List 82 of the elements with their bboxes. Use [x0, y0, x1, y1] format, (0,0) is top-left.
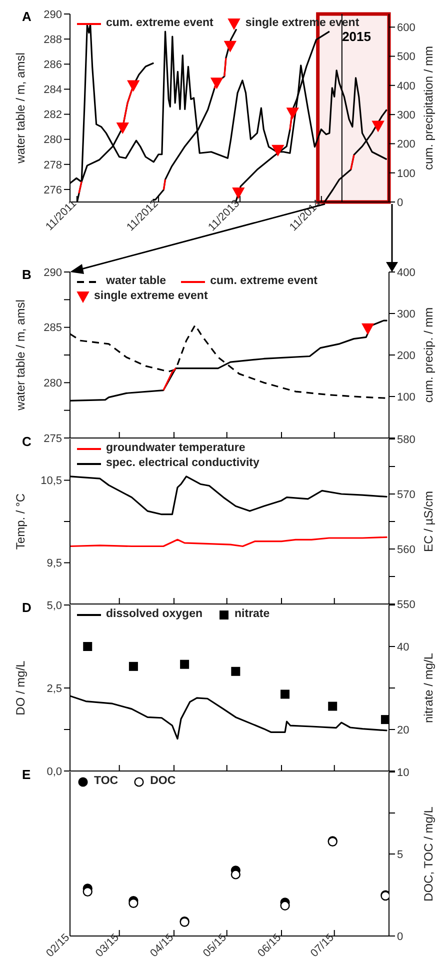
point: [180, 660, 190, 669]
y2-tick-label: 0: [397, 930, 404, 943]
y2-tick-label: 100: [397, 391, 416, 404]
y2-tick-label: 10: [397, 766, 410, 779]
chart-title: B: [22, 267, 32, 282]
chart-title: D: [22, 600, 32, 615]
y2-tick-label: 40: [397, 641, 410, 654]
y2-tick-label: 20: [397, 724, 410, 736]
y-tick-label: 285: [44, 322, 62, 334]
y-tick-label: 278: [44, 159, 62, 172]
y2-axis-title: cum. precipitation / mm: [421, 46, 436, 170]
point: [230, 870, 240, 880]
y2-tick-label: 400: [397, 266, 416, 279]
y2-tick-label: 100: [397, 168, 416, 180]
y-tick-label: 275: [44, 432, 62, 445]
y-tick-label: 5,0: [46, 600, 62, 612]
point: [372, 120, 384, 132]
y-tick-label: 282: [44, 109, 62, 122]
y2-tick-label: 300: [397, 308, 416, 320]
point: [128, 898, 138, 908]
chart-title: A: [22, 9, 32, 24]
legend-label: single extreme event: [94, 289, 208, 304]
y2-axis-title: EC / µS/cm: [421, 491, 436, 552]
legend-label: nitrate: [234, 607, 270, 622]
point: [272, 144, 284, 156]
point: [328, 702, 338, 711]
y-axis-title: DO / mg/L: [13, 660, 28, 716]
legend-label: cum. extreme event: [210, 274, 318, 289]
legend-label: DOC: [150, 774, 176, 789]
y-tick-label: 286: [44, 59, 62, 72]
point: [280, 900, 290, 910]
y-tick-label: 9,5: [46, 558, 62, 570]
y-tick-label: 0,0: [46, 766, 62, 778]
y-tick-label: 290: [44, 266, 62, 279]
legend-label: spec. electrical conductivity: [106, 456, 260, 471]
y2-tick-label: 200: [397, 350, 416, 362]
y2-tick-label: 600: [397, 22, 416, 34]
legend-label: groundwater temperature: [106, 441, 246, 456]
point: [224, 40, 236, 52]
y2-axis-title: nitrate / mg/L: [421, 652, 436, 724]
legend-label: TOC: [94, 774, 118, 789]
legend-label: cum. extreme event: [106, 16, 214, 31]
chart-title: C: [22, 434, 32, 449]
y2-tick-label: 0: [397, 196, 404, 209]
y2-tick-label: 400: [397, 80, 416, 92]
y2-tick-label: 5: [397, 848, 404, 861]
y2-tick-label: 560: [397, 544, 416, 556]
point: [128, 662, 138, 671]
y-tick-label: 288: [44, 34, 62, 46]
y-tick-label: 276: [44, 184, 62, 196]
point: [280, 690, 290, 699]
y2-tick-label: 300: [397, 109, 416, 122]
y2-axis-title: DOC, TOC / mg/L: [421, 806, 436, 902]
point: [232, 187, 244, 198]
point: [82, 886, 92, 897]
point: [231, 666, 240, 676]
y-tick-label: 280: [44, 134, 62, 146]
band-label: 2015: [342, 29, 371, 44]
chart-title: E: [22, 767, 31, 782]
y2-tick-label: 580: [397, 434, 416, 446]
point: [286, 108, 299, 119]
point: [210, 78, 223, 89]
y-tick-label: 280: [44, 378, 62, 390]
legend-label: water table: [106, 274, 166, 289]
y2-tick-label: 500: [397, 51, 416, 64]
y2-tick-label: 570: [397, 488, 416, 501]
y-tick-label: 284: [44, 84, 62, 96]
point: [380, 715, 389, 724]
y-tick-label: 10,5: [40, 475, 62, 488]
y-axis-title: water table / m, amsl: [13, 52, 28, 164]
line-series: [70, 536, 388, 548]
y-tick-label: 2,5: [46, 682, 62, 695]
y2-tick-label: 550: [397, 598, 416, 611]
y-axis-title: Temp. / °C: [13, 493, 28, 550]
legend-label: dissolved oxygen: [106, 607, 203, 622]
y2-axis-title: cum. precip. / mm: [421, 307, 436, 403]
y2-tick-label: 200: [397, 138, 416, 151]
point: [83, 642, 92, 651]
point: [127, 80, 140, 92]
y-tick-label: 290: [44, 8, 62, 21]
point: [116, 122, 129, 134]
y-axis-title: water table / m, amsl: [13, 300, 28, 412]
